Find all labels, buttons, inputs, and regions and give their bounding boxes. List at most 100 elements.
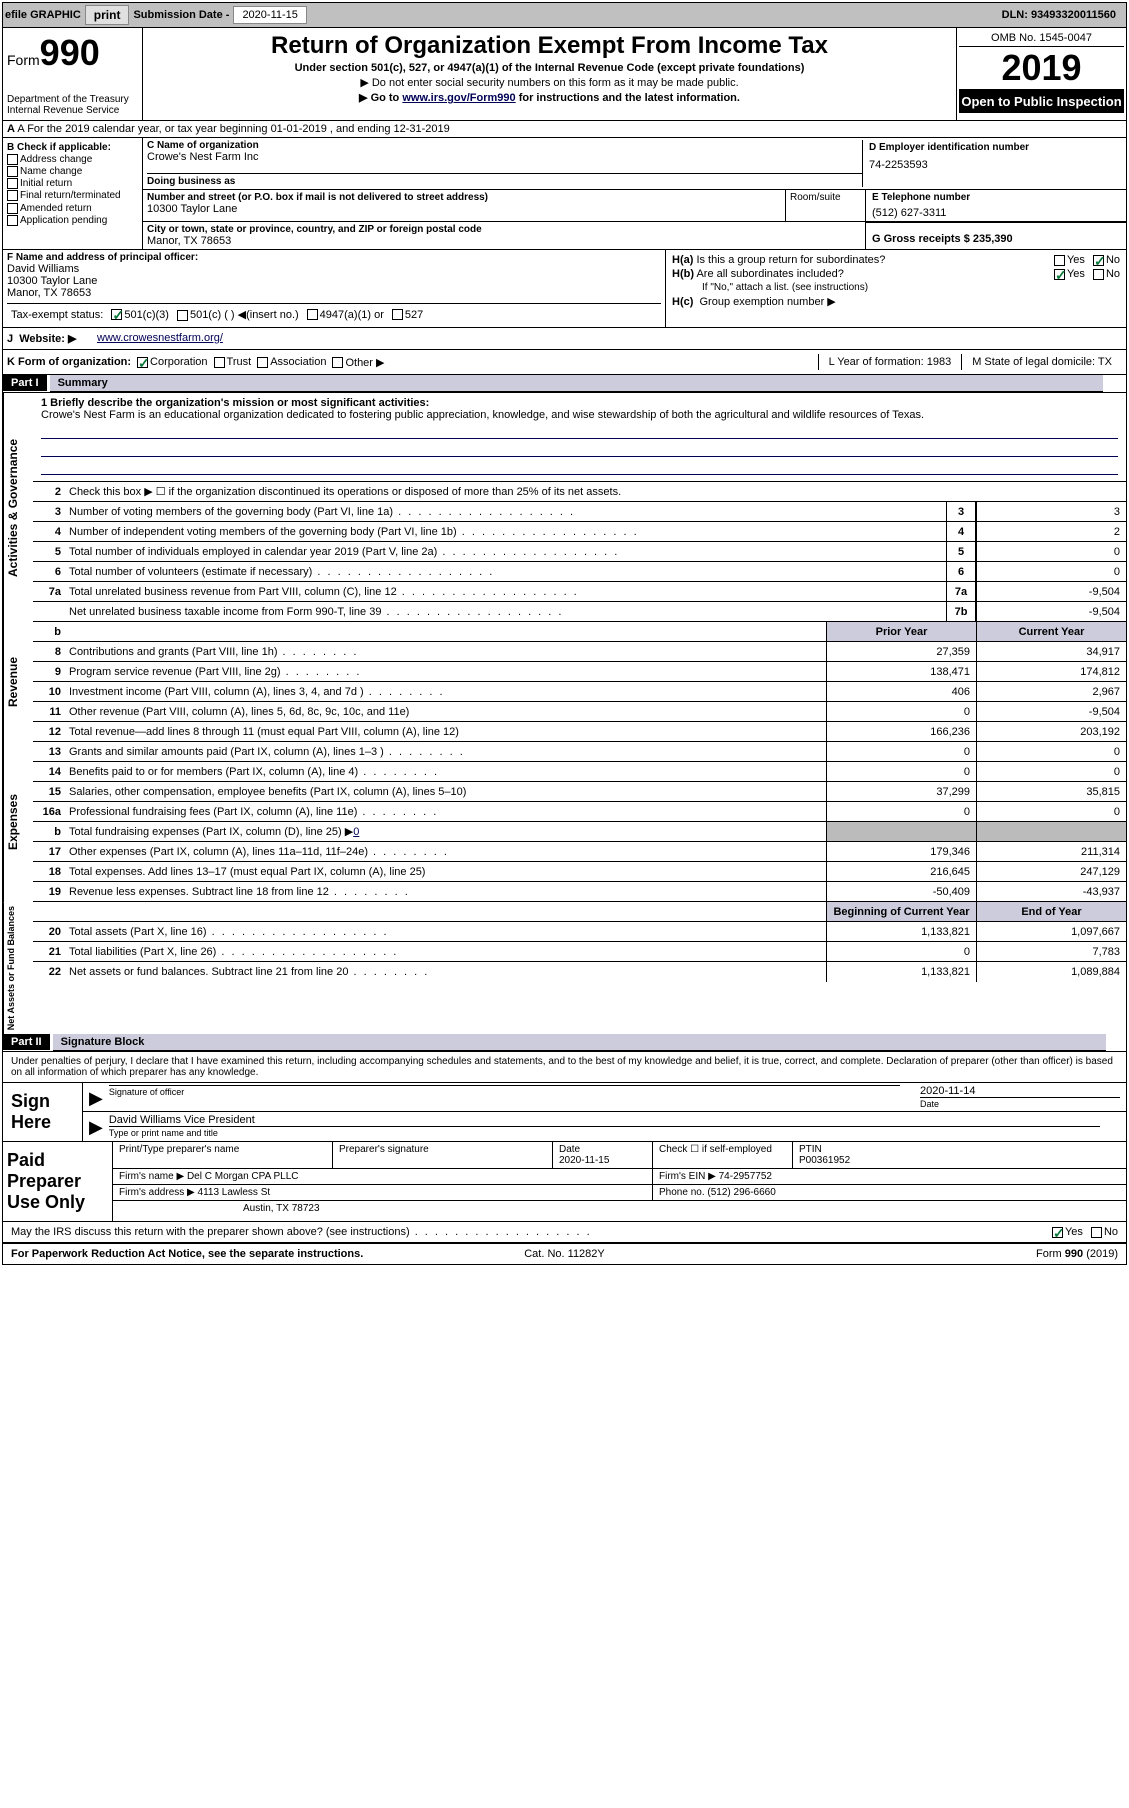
mission-q: 1 Briefly describe the organization's mi… [41, 397, 1118, 409]
cb-501c3[interactable]: 501(c)(3) [111, 309, 169, 321]
row-a: A A For the 2019 calendar year, or tax y… [3, 121, 1126, 138]
street-label: Number and street (or P.O. box if mail i… [147, 192, 781, 203]
row-a-text: A For the 2019 calendar year, or tax yea… [17, 123, 449, 135]
cb-corp[interactable]: Corporation [137, 356, 207, 368]
tel-value: (512) 627-3311 [872, 207, 1120, 219]
cb-name-change[interactable]: Name change [7, 166, 138, 177]
submission-date: 2020-11-15 [233, 6, 306, 24]
k-label: K Form of organization: [7, 356, 131, 368]
b-header: B Check if applicable: [7, 142, 138, 153]
line-12: 12Total revenue—add lines 8 through 11 (… [33, 722, 1126, 742]
discuss-yes[interactable]: Yes [1052, 1226, 1083, 1238]
net-header: Beginning of Current YearEnd of Year [33, 902, 1126, 922]
tax-status-row: Tax-exempt status: 501(c)(3) 501(c) ( ) … [7, 303, 661, 325]
gross-receipts: G Gross receipts $ 235,390 [872, 225, 1120, 245]
hb-no[interactable]: No [1093, 268, 1120, 280]
fgh-row: F Name and address of principal officer:… [3, 250, 1126, 328]
line-11: 11Other revenue (Part VIII, column (A), … [33, 702, 1126, 722]
officer-street: 10300 Taylor Lane [7, 275, 661, 287]
line-3: 3Number of voting members of the governi… [33, 502, 1126, 522]
line-22: 22Net assets or fund balances. Subtract … [33, 962, 1126, 982]
firm-ein: 74-2957752 [719, 1171, 772, 1182]
firm-addr-label: Firm's address ▶ [119, 1187, 195, 1198]
name-title-label: Type or print name and title [109, 1126, 1100, 1138]
cb-other[interactable]: Other ▶ [332, 356, 384, 369]
officer-name: David Williams [7, 263, 661, 275]
summary-body: Activities & Governance 1 Briefly descri… [3, 393, 1126, 622]
cb-501c-other[interactable]: 501(c) ( ) ◀(insert no.) [177, 308, 299, 321]
website-link[interactable]: www.crowesnestfarm.org/ [97, 332, 223, 345]
ha-yes[interactable]: Yes [1054, 254, 1085, 266]
vtab-netassets: Net Assets or Fund Balances [3, 902, 33, 1034]
j-row: J Website: ▶ www.crowesnestfarm.org/ [3, 328, 1126, 350]
cb-527[interactable]: 527 [392, 309, 423, 321]
officer-city: Manor, TX 78653 [7, 287, 661, 299]
discuss-text: May the IRS discuss this return with the… [11, 1226, 1052, 1238]
city-row: City or town, state or province, country… [143, 222, 1126, 249]
fundraising-link[interactable]: 0 [353, 826, 359, 838]
cb-address-change[interactable]: Address change [7, 154, 138, 165]
dba-label: Doing business as [147, 173, 862, 187]
ha-no[interactable]: No [1093, 254, 1120, 266]
tax-status-label: Tax-exempt status: [11, 309, 103, 321]
arrow-icon: ▶ [89, 1117, 103, 1138]
line-16b: bTotal fundraising expenses (Part IX, co… [33, 822, 1126, 842]
cb-4947[interactable]: 4947(a)(1) or [307, 309, 384, 321]
l-year: L Year of formation: 1983 [818, 354, 962, 370]
cb-app-pending[interactable]: Application pending [7, 215, 138, 226]
city-label: City or town, state or province, country… [147, 224, 861, 235]
ein-label: D Employer identification number [869, 142, 1116, 153]
revenue-block: Revenue bPrior YearCurrent Year 8Contrib… [3, 622, 1126, 742]
org-name-label: C Name of organization [147, 140, 862, 151]
prow-4: Austin, TX 78723 [113, 1201, 1126, 1216]
irs-link[interactable]: www.irs.gov/Form990 [402, 92, 515, 104]
arrow-icon: ▶ [89, 1088, 103, 1109]
line-16a: 16aProfessional fundraising fees (Part I… [33, 802, 1126, 822]
name-ein-row: C Name of organization Crowe's Nest Farm… [143, 138, 1126, 190]
header-right: OMB No. 1545-0047 2019 Open to Public In… [956, 28, 1126, 120]
line-7b: Net unrelated business taxable income fr… [33, 602, 1126, 622]
tel-label: E Telephone number [872, 192, 1120, 203]
hb-yes[interactable]: Yes [1054, 268, 1085, 280]
mission-text: Crowe's Nest Farm is an educational orga… [41, 409, 1118, 421]
ptin-label: PTIN [799, 1144, 822, 1155]
tax-year: 2019 [959, 47, 1124, 90]
header-sub1: Under section 501(c), 527, or 4947(a)(1)… [147, 62, 952, 74]
print-button[interactable]: print [85, 5, 130, 25]
ha-yesno: Yes No [1054, 254, 1120, 266]
discuss-no[interactable]: No [1091, 1226, 1118, 1238]
sub3-pre: ▶ Go to [359, 92, 402, 104]
vtab-revenue: Revenue [3, 622, 33, 742]
line-9: 9Program service revenue (Part VIII, lin… [33, 662, 1126, 682]
cb-assoc[interactable]: Association [257, 356, 326, 368]
line-21: 21Total liabilities (Part X, line 26)07,… [33, 942, 1126, 962]
vtab-governance: Activities & Governance [3, 393, 33, 622]
sig-officer-line: ▶ Signature of officer 2020-11-14Date [83, 1083, 1126, 1112]
col-cd: C Name of organization Crowe's Nest Farm… [143, 138, 1126, 249]
prep-name-label: Print/Type preparer's name [113, 1142, 333, 1168]
part-i-header: Part I Summary [3, 375, 1126, 393]
efile-label: efile GRAPHIC [5, 9, 81, 21]
firm-addr1: 4113 Lawless St [198, 1187, 271, 1198]
cb-final[interactable]: Final return/terminated [7, 190, 138, 201]
prep-date: 2020-11-15 [559, 1155, 609, 1166]
check-self[interactable]: Check ☐ if self-employed [653, 1142, 793, 1168]
penalty-text: Under penalties of perjury, I declare th… [3, 1052, 1126, 1083]
line-10: 10Investment income (Part VIII, column (… [33, 682, 1126, 702]
street-value: 10300 Taylor Lane [147, 203, 781, 215]
website-label: Website: ▶ [19, 333, 76, 345]
part-ii-tag: Part II [3, 1034, 50, 1050]
paid-preparer-row: Paid Preparer Use Only Print/Type prepar… [3, 1141, 1126, 1221]
cb-trust[interactable]: Trust [214, 356, 252, 368]
line-19: 19Revenue less expenses. Subtract line 1… [33, 882, 1126, 902]
part-ii-header: Part II Signature Block [3, 1034, 1126, 1052]
cb-amended[interactable]: Amended return [7, 203, 138, 214]
form-number: 990 [40, 32, 100, 73]
footer-right: Form 990 (2019) [749, 1248, 1118, 1260]
header-sub3: ▶ Go to www.irs.gov/Form990 for instruct… [147, 91, 952, 104]
open-public: Open to Public Inspection [959, 90, 1124, 113]
cb-initial[interactable]: Initial return [7, 178, 138, 189]
signer-name: David Williams Vice President [109, 1114, 1120, 1126]
org-name: Crowe's Nest Farm Inc [147, 151, 862, 163]
line-6: 6Total number of volunteers (estimate if… [33, 562, 1126, 582]
